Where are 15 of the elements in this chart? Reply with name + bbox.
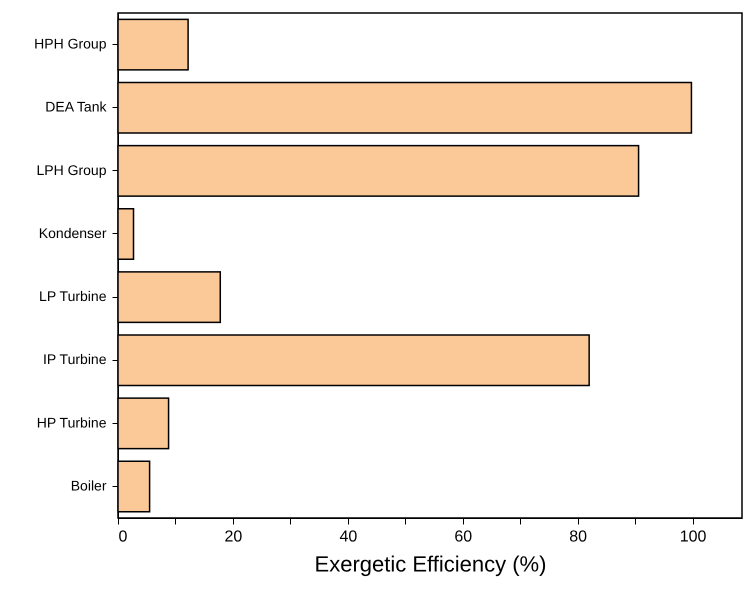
x-axis-title: Exergetic Efficiency (%)	[314, 552, 546, 576]
y-tick-label: HP Turbine	[36, 414, 107, 430]
y-tick-label: IP Turbine	[42, 351, 107, 368]
x-tick-label: 0	[118, 528, 128, 546]
x-tick-label: 60	[454, 528, 472, 546]
x-tick-label: 80	[569, 528, 588, 546]
x-tick-label: 20	[224, 528, 242, 546]
y-tick-label: HPH Group	[34, 36, 107, 52]
y-tick-label: Boiler	[70, 477, 107, 494]
x-tick-label: 100	[680, 528, 707, 546]
y-tick-label: LPH Group	[36, 162, 107, 178]
y-tick-label: Kondenser	[38, 224, 107, 241]
x-tick-label: 40	[339, 528, 358, 546]
y-tick-label: DEA Tank	[45, 98, 108, 115]
y-tick-label: LP Turbine	[39, 288, 107, 304]
